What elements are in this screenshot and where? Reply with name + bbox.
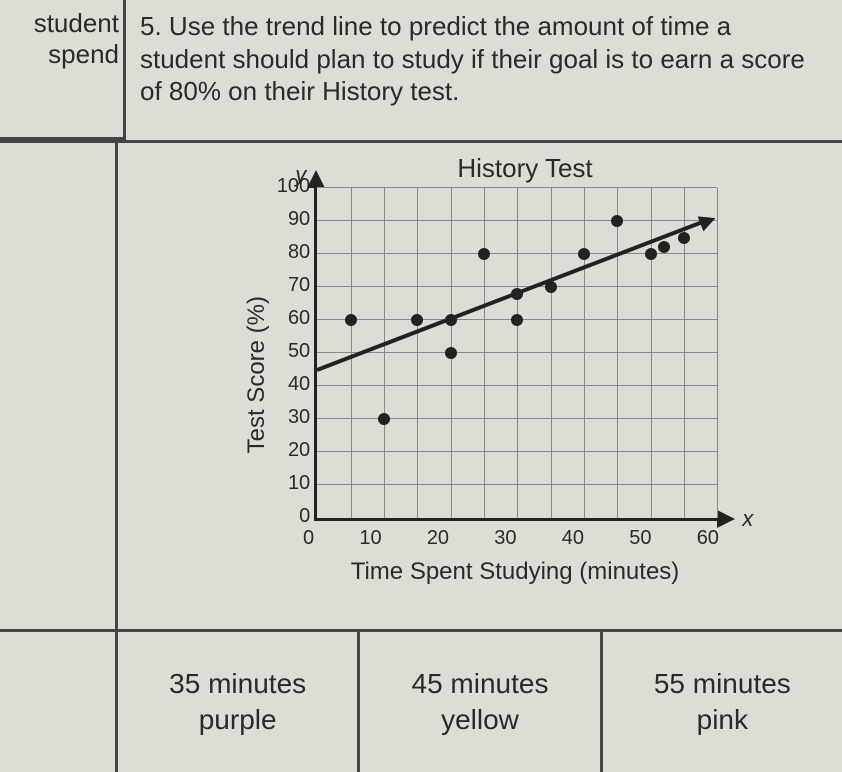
left-fragment: student spend	[0, 0, 126, 140]
grid-line	[317, 253, 717, 254]
grid-line	[317, 220, 717, 221]
data-point	[478, 248, 490, 260]
x-letter: x	[742, 506, 753, 532]
grid-line	[551, 188, 552, 518]
fragment-line2: spend	[48, 39, 119, 69]
arrow-right-icon	[717, 510, 735, 528]
chart-row-left-gutter	[0, 143, 118, 629]
grid-line	[317, 187, 717, 188]
x-tick-label: 20	[427, 527, 449, 550]
chart-row: History Test Test Score (%) 100908070605…	[0, 143, 842, 632]
x-tick-label: 60	[697, 527, 719, 550]
answers-row: 35 minutes purple 45 minutes yellow 55 m…	[0, 632, 842, 772]
answer-option-3[interactable]: 55 minutes pink	[603, 632, 842, 772]
grid-line	[384, 188, 385, 518]
data-point	[645, 248, 657, 260]
answer-color: yellow	[441, 702, 519, 738]
grid-line	[317, 352, 717, 353]
chart-wrap: Test Score (%) 1009080706050403020100 y …	[243, 188, 717, 521]
chart-cell: History Test Test Score (%) 100908070605…	[118, 143, 842, 629]
x-axis-label: Time Spent Studying (minutes)	[351, 558, 680, 586]
data-point	[611, 215, 623, 227]
x-tick-label: 50	[629, 527, 651, 550]
grid-line	[517, 188, 518, 518]
answer-value: 35 minutes	[169, 666, 306, 702]
grid-line	[584, 188, 585, 518]
x-tick-label: 30	[494, 527, 516, 550]
y-letter: y	[295, 162, 306, 188]
data-point	[378, 413, 390, 425]
grid-line	[651, 188, 652, 518]
data-point	[345, 314, 357, 326]
arrow-up-icon	[307, 170, 325, 188]
grid-line	[317, 385, 717, 386]
x-tick-label: 40	[562, 527, 584, 550]
answer-value: 45 minutes	[412, 666, 549, 702]
answer-option-1[interactable]: 35 minutes purple	[118, 632, 360, 772]
x-tick-label: 0	[303, 527, 314, 550]
data-point	[511, 288, 523, 300]
grid-line	[317, 451, 717, 452]
question-text: Use the trend line to predict the amount…	[140, 11, 805, 106]
fragment-line1: student	[34, 8, 119, 38]
data-point	[545, 281, 557, 293]
grid-line	[351, 188, 352, 518]
scatter-plot: y x	[314, 188, 717, 521]
x-tick-label: 10	[359, 527, 381, 550]
y-axis-label: Test Score (%)	[243, 256, 271, 453]
worksheet: student spend 5. Use the trend line to p…	[0, 0, 842, 772]
answer-color: pink	[697, 702, 748, 738]
data-point	[678, 232, 690, 244]
grid-line	[317, 484, 717, 485]
answer-color: purple	[199, 702, 277, 738]
question-number: 5.	[140, 11, 162, 41]
grid-line	[417, 188, 418, 518]
chart-title: History Test	[457, 153, 592, 184]
grid-line	[717, 188, 718, 518]
trend-arrow-icon	[698, 211, 719, 232]
data-point	[411, 314, 423, 326]
data-point	[445, 314, 457, 326]
data-point	[578, 248, 590, 260]
grid-line	[617, 188, 618, 518]
grid-line	[484, 188, 485, 518]
top-row: student spend 5. Use the trend line to p…	[0, 0, 842, 143]
answer-value: 55 minutes	[654, 666, 791, 702]
data-point	[511, 314, 523, 326]
data-point	[658, 241, 670, 253]
answers-left-gutter	[0, 632, 118, 772]
data-point	[445, 347, 457, 359]
x-ticks: 0 10 20 30 40 50 60	[303, 527, 719, 550]
question-cell: 5. Use the trend line to predict the amo…	[126, 0, 842, 140]
y-ticks: 1009080706050403020100	[277, 188, 310, 518]
answer-option-2[interactable]: 45 minutes yellow	[360, 632, 602, 772]
